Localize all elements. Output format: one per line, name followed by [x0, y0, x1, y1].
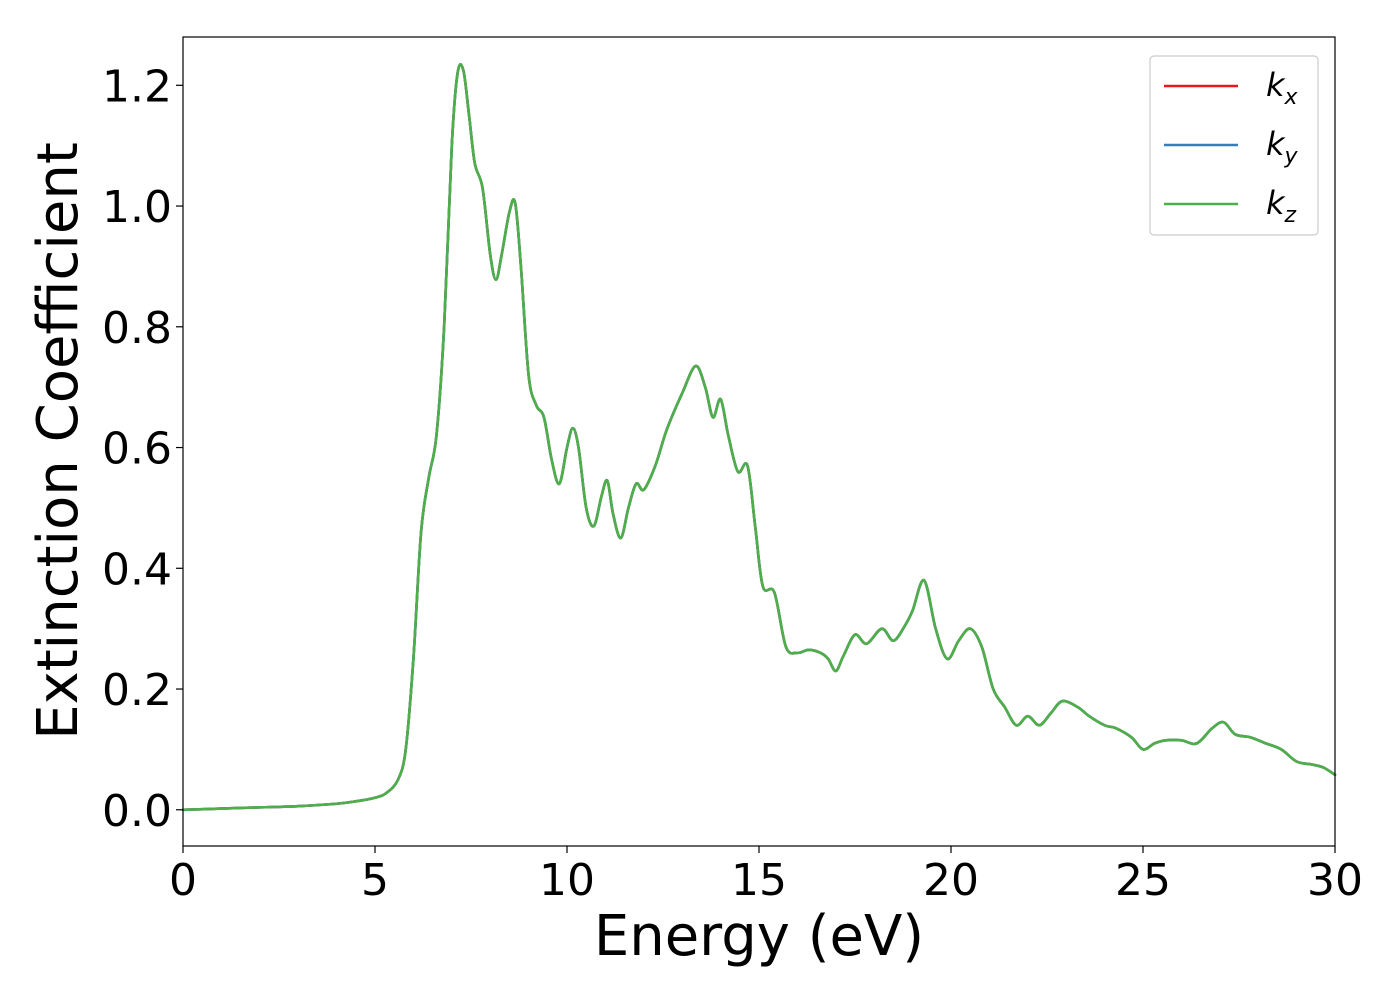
- y-tick-label: 0.0: [102, 786, 172, 837]
- x-tick-label: 15: [731, 855, 787, 906]
- y-axis-title: Extinction Coefficient: [26, 142, 91, 740]
- x-tick-label: 5: [361, 855, 389, 906]
- y-axis-ticks: 0.0 0.2 0.4 0.6 0.8 1.0 1.2: [102, 61, 183, 837]
- x-tick-label: 25: [1115, 855, 1171, 906]
- legend-label-y: ky: [1266, 125, 1299, 169]
- legend-label-x: kx: [1266, 66, 1299, 110]
- y-tick-label: 1.2: [102, 61, 172, 112]
- x-tick-label: 20: [923, 855, 979, 906]
- x-tick-label: 10: [539, 855, 595, 906]
- y-tick-label: 0.8: [102, 303, 172, 354]
- y-tick-label: 0.2: [102, 665, 172, 716]
- x-tick-label: 30: [1307, 855, 1363, 906]
- series-line-z: [181, 63, 1337, 812]
- x-tick-label: 0: [169, 855, 197, 906]
- x-axis-title: Energy (eV): [594, 904, 924, 969]
- y-tick-label: 0.4: [102, 544, 172, 595]
- y-tick-label: 0.6: [102, 424, 172, 475]
- x-axis-ticks: 0 5 10 15 20 25 30: [169, 846, 1363, 906]
- y-tick-label: 1.0: [102, 182, 172, 233]
- series-layer: [181, 63, 1337, 812]
- legend-label-z: kz: [1266, 184, 1297, 228]
- legend: kx ky kz: [1149, 55, 1319, 236]
